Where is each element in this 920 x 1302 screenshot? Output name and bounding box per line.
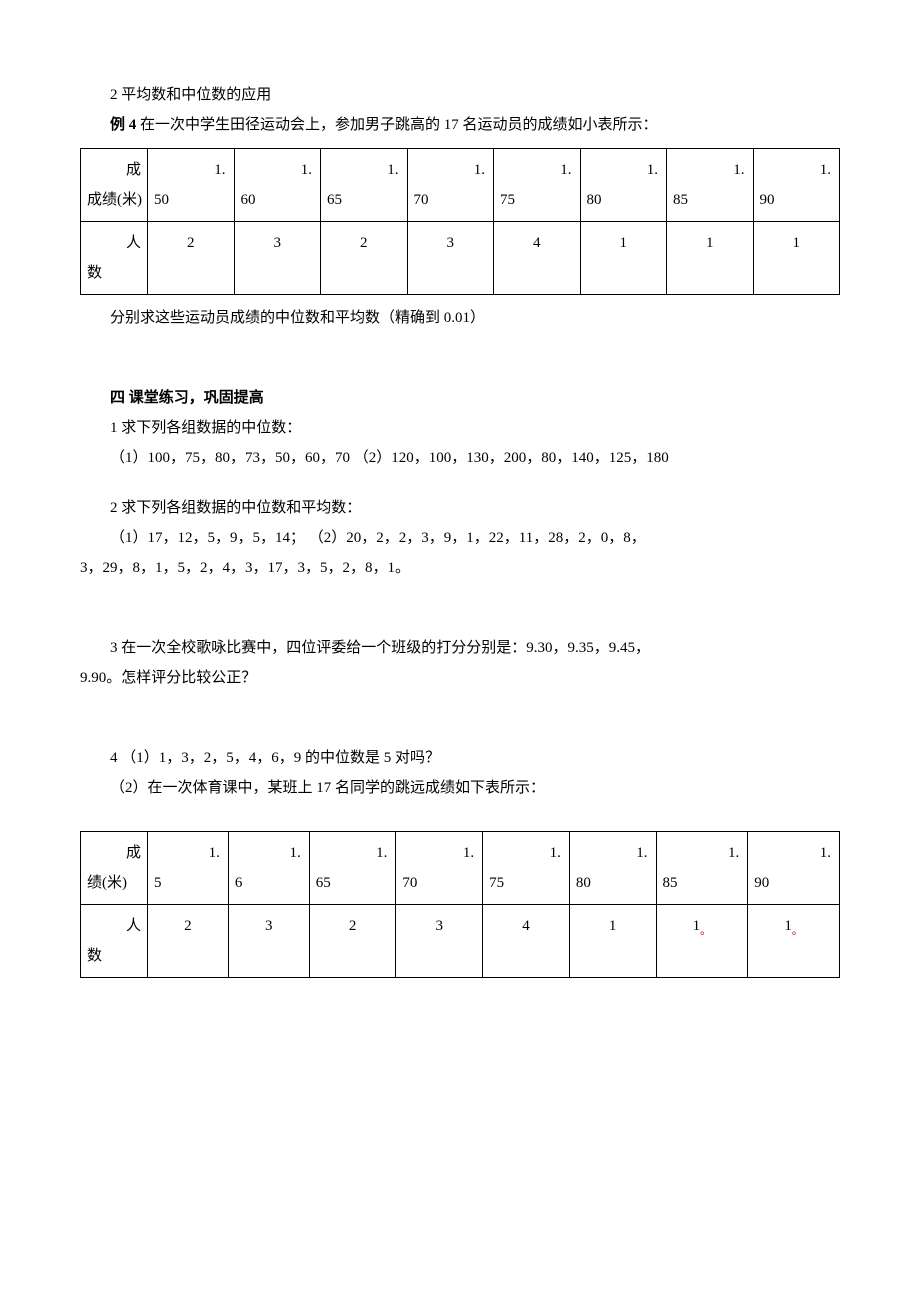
cell: 1.90	[748, 832, 840, 905]
question-4a: 4 （1）1，3，2，5，4，6，9 的中位数是 5 对吗？	[80, 743, 840, 773]
row-label: 成 成绩(米)	[81, 149, 148, 222]
question-3a: 3 在一次全校歌咏比赛中，四位评委给一个班级的打分分别是：9.30，9.35，9…	[80, 633, 840, 663]
question-2-data1: （1）17，12，5，9，5，14； （2）20，2，2，3，9，1，22，11…	[80, 523, 840, 553]
cell: 1.80	[569, 832, 656, 905]
example4-text: 在一次中学生田径运动会上，参加男子跳高的 17 名运动员的成绩如小表所示：	[140, 117, 658, 133]
cell: 3	[407, 222, 494, 295]
table-highjump: 成 成绩(米) 1.50 1.60 1.65 1.70 1.75 1.80 1.…	[80, 148, 840, 295]
cell: 2	[148, 905, 229, 978]
cell: 1.50	[148, 149, 235, 222]
subsection-heading: 2 平均数和中位数的应用	[80, 80, 840, 110]
cell: 3	[234, 222, 321, 295]
cell: 1	[753, 222, 840, 295]
cell: 1.65	[309, 832, 396, 905]
cell: 1.5	[148, 832, 229, 905]
cell: 1	[569, 905, 656, 978]
question-2-data2: 3，29，8，1，5，2，4，3，17，3，5，2，8，1。	[80, 553, 840, 583]
table-longjump: 成 绩(米) 1.5 1.6 1.65 1.70 1.75 1.80 1.85 …	[80, 831, 840, 978]
cell: 2	[309, 905, 396, 978]
cell: 3	[396, 905, 483, 978]
question-3b: 9.90。怎样评分比较公正？	[80, 663, 840, 693]
cell: 1。	[656, 905, 748, 978]
cell: 1.75	[494, 149, 581, 222]
cell: 1	[667, 222, 754, 295]
example4-label: 例 4	[110, 117, 136, 133]
cell: 1.85	[656, 832, 748, 905]
table-row: 成 成绩(米) 1.50 1.60 1.65 1.70 1.75 1.80 1.…	[81, 149, 840, 222]
cell: 1.6	[228, 832, 309, 905]
cell: 1.70	[407, 149, 494, 222]
cell: 3	[228, 905, 309, 978]
question-4b: （2）在一次体育课中，某班上 17 名同学的跳远成绩如下表所示：	[80, 773, 840, 803]
cell: 2	[321, 222, 408, 295]
section4-heading: 四 课堂练习，巩固提高	[80, 383, 840, 413]
table-row: 成 绩(米) 1.5 1.6 1.65 1.70 1.75 1.80 1.85 …	[81, 832, 840, 905]
cell: 4	[494, 222, 581, 295]
question-2: 2 求下列各组数据的中位数和平均数：	[80, 493, 840, 523]
row-label: 人 数	[81, 222, 148, 295]
cell: 2	[148, 222, 235, 295]
cell: 1.90	[753, 149, 840, 222]
cell: 1.85	[667, 149, 754, 222]
document-body: 2 平均数和中位数的应用 例 4 在一次中学生田径运动会上，参加男子跳高的 17…	[80, 80, 840, 978]
cell: 1。	[748, 905, 840, 978]
table-row: 人 数 2 3 2 3 4 1 1。 1。	[81, 905, 840, 978]
cell: 1.70	[396, 832, 483, 905]
example4-after: 分别求这些运动员成绩的中位数和平均数（精确到 0.01）	[80, 303, 840, 333]
cell: 4	[483, 905, 570, 978]
row-label: 人 数	[81, 905, 148, 978]
cell: 1.60	[234, 149, 321, 222]
cell: 1.65	[321, 149, 408, 222]
example4-line: 例 4 在一次中学生田径运动会上，参加男子跳高的 17 名运动员的成绩如小表所示…	[80, 110, 840, 140]
cell: 1.80	[580, 149, 667, 222]
cell: 1	[580, 222, 667, 295]
table-row: 人 数 2 3 2 3 4 1 1 1	[81, 222, 840, 295]
cell: 1.75	[483, 832, 570, 905]
question-1: 1 求下列各组数据的中位数：	[80, 413, 840, 443]
question-1-data: （1）100，75，80，73，50，60，70 （2）120，100，130，…	[80, 443, 840, 473]
row-label: 成 绩(米)	[81, 832, 148, 905]
